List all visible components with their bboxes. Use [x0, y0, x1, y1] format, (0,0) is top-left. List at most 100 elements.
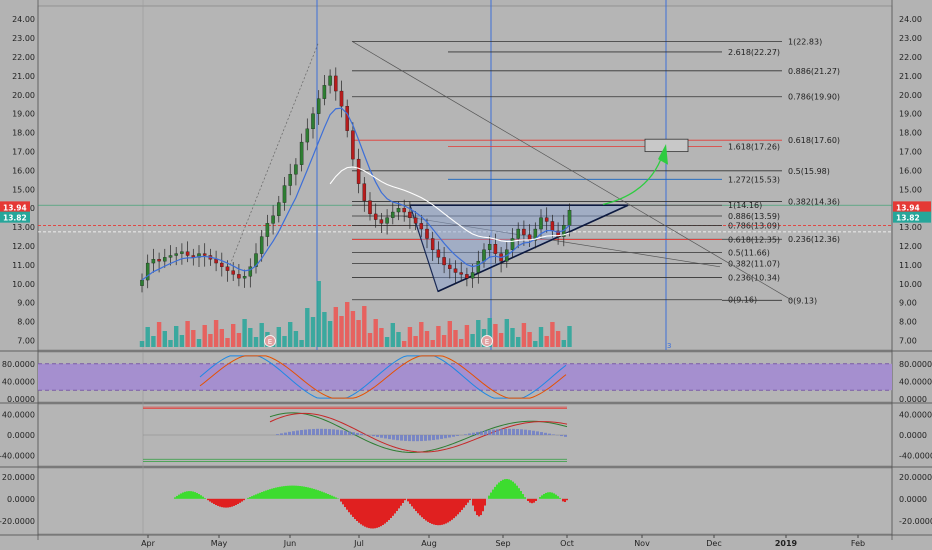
trend-line — [399, 215, 721, 268]
x-tick-label: Feb — [851, 539, 865, 548]
momentum-bar — [293, 485, 295, 499]
macd-hist-bar — [320, 428, 323, 435]
momentum-bar — [174, 497, 176, 499]
macd-hist-bar — [456, 435, 459, 436]
candle-body — [242, 276, 247, 279]
candle-body — [174, 253, 178, 256]
volume-bar — [538, 327, 544, 347]
momentum-bar — [488, 495, 490, 499]
candle-body — [493, 244, 498, 254]
macd-hist-bar — [288, 431, 291, 435]
y-tick-label-left: 12.00 — [12, 242, 35, 251]
momentum-bar — [303, 486, 305, 499]
macd-hist-bar — [416, 435, 419, 442]
volume-bar — [248, 328, 253, 347]
x-tick-label: Apr — [141, 539, 156, 548]
macd-hist-bar — [344, 430, 347, 435]
momentum-bar — [204, 498, 206, 499]
momentum-bar — [321, 491, 323, 499]
arrow-head — [658, 143, 668, 165]
momentum-bar — [411, 498, 413, 507]
y-tick-label-right: 19.00 — [899, 110, 922, 119]
y-tick-label-right: -40.0000 — [899, 452, 932, 461]
volume-bar — [259, 323, 264, 347]
momentum-bar — [407, 498, 409, 502]
y-tick-label-left: 18.00 — [12, 129, 35, 138]
macd-hist-bar — [296, 430, 299, 435]
volume-bar — [316, 281, 321, 347]
momentum-bar — [176, 495, 178, 499]
fib-label: 0.886(13.59) — [728, 212, 780, 221]
macd-hist-bar — [284, 432, 287, 435]
macd-hist-bar — [420, 435, 423, 442]
momentum-bar — [299, 486, 301, 499]
momentum-bar — [457, 498, 459, 515]
y-tick-label-right: 10.00 — [899, 280, 922, 289]
volume-bar — [396, 332, 401, 347]
momentum-bar — [508, 479, 510, 499]
volume-bar — [299, 340, 304, 347]
volume-bar — [151, 336, 156, 347]
macd-hist-bar — [504, 428, 507, 435]
volume-bar — [282, 336, 287, 347]
macd-hist-bar — [512, 428, 515, 435]
volume-bar — [327, 321, 333, 347]
macd-hist-bar — [544, 432, 547, 435]
momentum-bar — [307, 487, 309, 499]
y-tick-label-right: 13.00 — [899, 223, 922, 232]
price-label: 13.94 — [3, 203, 27, 212]
y-tick-label-right: 40.0000 — [899, 410, 932, 419]
momentum-bar — [194, 492, 196, 499]
x-tick-label: 2019 — [775, 539, 798, 548]
macd-hist-bar — [372, 435, 375, 437]
x-tick-label: Sep — [495, 539, 510, 548]
candle-body — [510, 238, 515, 250]
candle-body — [373, 213, 378, 220]
momentum-bar — [545, 492, 547, 499]
volume-bar — [487, 318, 492, 347]
macd-hist-bar — [536, 431, 539, 435]
fib-label: 1.618(17.26) — [728, 143, 780, 152]
y-tick-label-right: 7.00 — [899, 337, 917, 346]
macd-hist-bar — [520, 429, 523, 435]
momentum-bar — [425, 498, 427, 521]
momentum-bar — [492, 489, 494, 499]
momentum-bar — [223, 498, 225, 508]
macd-hist-bar — [452, 435, 455, 437]
momentum-bar — [392, 498, 394, 516]
macd-hist-bar — [348, 431, 351, 435]
volume-bar — [208, 334, 213, 347]
candle-body — [322, 85, 327, 99]
momentum-bar — [531, 498, 533, 504]
momentum-bar — [384, 498, 386, 524]
macd-hist-bar — [336, 429, 339, 435]
momentum-bar — [281, 486, 283, 499]
macd-hist-bar — [300, 430, 303, 435]
momentum-bar — [480, 498, 482, 516]
volume-bar — [498, 333, 504, 347]
candle-body — [316, 98, 321, 114]
macd-hist-bar — [532, 430, 535, 435]
y-tick-label-left: 11.00 — [12, 261, 35, 270]
momentum-bar — [217, 498, 219, 506]
momentum-bar — [200, 495, 202, 499]
volume-bar — [373, 319, 378, 347]
momentum-bar — [524, 497, 526, 499]
volume-bar — [413, 336, 418, 347]
fib-label: 0.5(11.66) — [728, 248, 770, 257]
volume-bar — [168, 340, 173, 347]
volume-bar — [493, 324, 498, 347]
volume-bar — [470, 334, 475, 347]
momentum-bar — [372, 498, 374, 529]
momentum-bar — [263, 491, 265, 499]
momentum-bar — [331, 495, 333, 499]
volume-bar — [213, 320, 219, 347]
volume-bar — [476, 320, 481, 347]
momentum-bar — [283, 486, 285, 499]
candle-body — [465, 274, 469, 279]
momentum-bar — [564, 498, 566, 503]
macd-hist-bar — [392, 435, 395, 440]
momentum-bar — [484, 498, 486, 506]
volume-bar — [350, 311, 356, 347]
